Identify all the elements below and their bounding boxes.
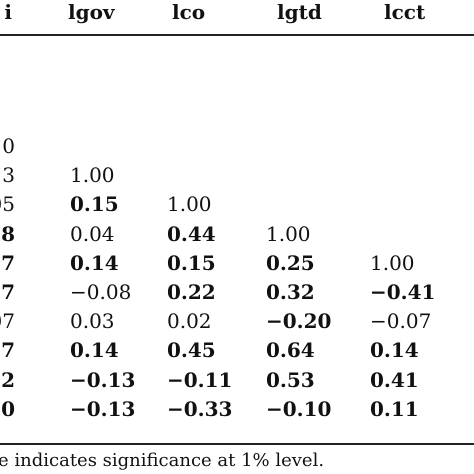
table-footnote: e indicates significance at 1% level. [0, 450, 325, 471]
bottom-rule [0, 443, 474, 445]
cell-lco: 0.02 [167, 309, 212, 334]
cell-lgtd: 1.00 [266, 221, 311, 246]
cell-lgtd: −0.20 [266, 309, 332, 334]
table-row: 17 0.14 0.15 0.25 1.00 [0, 249, 474, 278]
cell-lgtd: 0.25 [266, 250, 315, 275]
cell-lgov: −0.08 [70, 280, 132, 304]
header-rule [0, 34, 474, 36]
table-row: 0 −0.13 −0.33 −0.10 0.11 [0, 395, 474, 424]
table-row: 0 [0, 132, 474, 161]
cell-lgtd: 0.53 [266, 367, 315, 392]
header-col-lco: lco [172, 0, 206, 24]
cell-lcct: −0.07 [370, 309, 432, 334]
cell-i: 7 [1, 280, 15, 304]
header-col-lgtd: lgtd [277, 0, 322, 24]
cell-lgov: 0.15 [70, 192, 119, 217]
cell-i: 2 [1, 367, 15, 392]
cell-i: 17 [0, 250, 15, 275]
cell-i: 8 [1, 221, 15, 246]
table-row: 8 0.04 0.44 1.00 [0, 220, 474, 249]
cell-lgov: 0.04 [70, 221, 115, 246]
cell-lco: 0.44 [167, 221, 216, 246]
cell-lcct: 1.00 [370, 250, 415, 275]
header-col-lcct: lcct [384, 0, 426, 24]
cell-lco: 1.00 [167, 192, 212, 217]
cell-lgov: 0.03 [70, 309, 115, 334]
table-row: 2 −0.13 −0.11 0.53 0.41 [0, 366, 474, 395]
cell-i: 0 [2, 134, 15, 158]
cell-lgtd: 0.32 [266, 280, 315, 304]
cell-lco: −0.11 [167, 367, 233, 392]
table-row: 3 1.00 [0, 161, 474, 190]
table-row: 05 0.15 1.00 [0, 190, 474, 219]
cell-lcct: 0.14 [370, 338, 419, 363]
cell-lco: 0.15 [167, 250, 216, 275]
cell-i: 3 [2, 163, 15, 188]
cell-i: 7 [1, 338, 15, 363]
table-row: 7 0.14 0.45 0.64 0.14 [0, 336, 474, 365]
cell-lgov: −0.13 [70, 367, 136, 392]
header-col-i: i [4, 0, 12, 24]
cell-i: 05 [0, 192, 15, 217]
cell-lgov: 0.14 [70, 338, 119, 363]
cell-lgtd: −0.10 [266, 396, 332, 421]
cell-i: 07 [0, 309, 15, 334]
cell-lco: −0.33 [167, 396, 233, 421]
cell-lcct: 0.11 [370, 396, 419, 421]
table-row: 7 −0.08 0.22 0.32 −0.41 [0, 278, 474, 307]
cell-lgov: 1.00 [70, 163, 115, 188]
cell-lgtd: 0.64 [266, 338, 315, 363]
cell-lgov: −0.13 [70, 396, 136, 421]
cell-i: 0 [1, 396, 15, 421]
cell-lgov: 0.14 [70, 250, 119, 275]
cell-lco: 0.22 [167, 280, 216, 304]
table-row: 07 0.03 0.02 −0.20 −0.07 [0, 307, 474, 336]
header-col-lgov: lgov [68, 0, 115, 24]
cell-lcct: −0.41 [370, 280, 436, 304]
cell-lco: 0.45 [167, 338, 216, 363]
cell-lcct: 0.41 [370, 367, 419, 392]
